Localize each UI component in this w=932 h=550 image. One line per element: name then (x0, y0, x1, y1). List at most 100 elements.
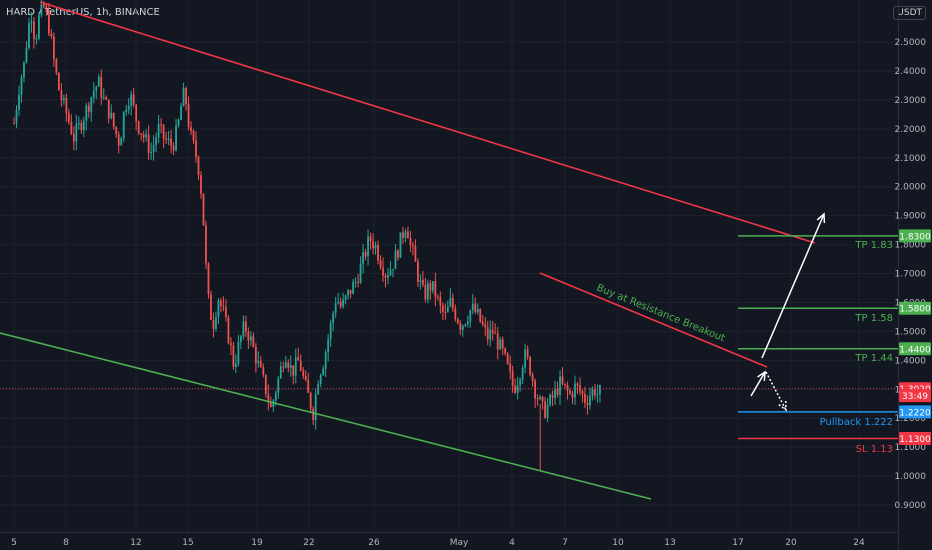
candle-body (471, 303, 474, 311)
candle-body (429, 283, 432, 291)
candle-body (297, 357, 300, 361)
candle-body (484, 324, 487, 328)
price-axis-divider (898, 0, 899, 550)
candle-body (357, 281, 359, 283)
candle-body (282, 366, 285, 368)
candle-body (319, 374, 322, 385)
candle-body (359, 263, 362, 283)
candle-body (205, 225, 207, 264)
candle-body (554, 388, 556, 398)
candle-body (65, 98, 68, 114)
candle-body (364, 251, 367, 257)
pullback-arrow (765, 371, 787, 411)
candle-body (55, 59, 58, 73)
price-tag-text: 1.8300 (899, 232, 931, 242)
y-tick-label: 2.3000 (895, 96, 927, 106)
candle-body (15, 109, 18, 124)
lower-channel-line (0, 332, 652, 500)
candle-body (50, 33, 53, 37)
target-arrow-head (816, 212, 826, 224)
candle-body (220, 300, 222, 306)
candle-body (576, 383, 579, 386)
candle-body (264, 374, 267, 395)
candle-body (48, 12, 50, 34)
candle-body (249, 336, 252, 341)
candle-body (389, 269, 392, 276)
candle-body (561, 376, 564, 384)
candle-body (225, 307, 227, 318)
candle-body (476, 308, 479, 313)
candle-body (135, 104, 138, 122)
price-tag-box (899, 405, 931, 419)
candle-body (120, 138, 123, 146)
candle-body (170, 138, 172, 147)
x-tick-label: 22 (303, 538, 314, 548)
candle-body (33, 21, 35, 39)
candle-body (90, 97, 93, 112)
candle-body (162, 124, 165, 139)
candle-body (262, 367, 265, 375)
candle-body (342, 299, 345, 307)
candle-body (23, 62, 25, 78)
price-tag-text: 1.2220 (899, 408, 931, 418)
candle-body (407, 231, 409, 239)
candle-body (312, 408, 315, 421)
x-tick-label: 17 (732, 538, 743, 548)
x-tick-label: 20 (785, 538, 797, 548)
candle-body (454, 308, 457, 320)
candle-body (239, 336, 242, 342)
candle-body (110, 112, 113, 119)
candle-body (586, 402, 589, 406)
tp3-label: TP 1.44 (854, 353, 893, 364)
resistance-line (539, 272, 768, 368)
candle-body (539, 396, 541, 400)
candle-body (38, 15, 40, 39)
candle-body (551, 394, 554, 398)
candle-body (534, 380, 537, 399)
candle-body (230, 343, 232, 346)
candle-body (217, 300, 220, 317)
candle-body (279, 366, 282, 379)
candle-body (511, 371, 514, 386)
candle-body (409, 238, 412, 245)
candle-body (516, 385, 519, 393)
candle-body (70, 121, 73, 134)
candle-body (417, 261, 419, 282)
candle-body (412, 244, 414, 247)
candle-body (95, 86, 98, 91)
time-axis: 5 8 12 15 19 22 26 May 4 7 10 13 17 20 24 (11, 538, 865, 548)
candle-body (451, 297, 454, 309)
y-tick-label: 2.1000 (895, 154, 927, 164)
y-tick-label: 1.2000 (895, 414, 927, 424)
candle-body (374, 245, 377, 249)
candle-body (72, 133, 75, 142)
candle-body (177, 119, 180, 126)
candle-body (130, 94, 133, 106)
candle-body (456, 319, 459, 324)
candle-body (60, 90, 63, 101)
tp1-label: TP 1.83 (854, 240, 893, 251)
candle-body (80, 122, 83, 131)
candle-body (125, 109, 128, 112)
candle-body (292, 365, 295, 376)
candle-body (314, 394, 317, 421)
candle-body (426, 283, 429, 300)
candle-body (589, 396, 591, 406)
candle-body (222, 305, 225, 308)
candle-body (167, 138, 170, 141)
currency-button[interactable]: USDT (893, 6, 926, 20)
x-tick-label: 5 (11, 538, 17, 548)
candle-body (459, 323, 462, 330)
candle-body (491, 329, 494, 334)
candle-body (486, 327, 489, 340)
candle-body (252, 336, 255, 347)
candle-body (444, 312, 447, 314)
y-tick-label: 2.5000 (895, 38, 927, 48)
candle-body (304, 376, 307, 381)
price-tag-text: 1.5800 (899, 305, 931, 315)
candle-body (466, 321, 469, 325)
time-axis-divider (0, 532, 898, 533)
candle-body (227, 317, 230, 344)
candle-body (77, 122, 80, 125)
